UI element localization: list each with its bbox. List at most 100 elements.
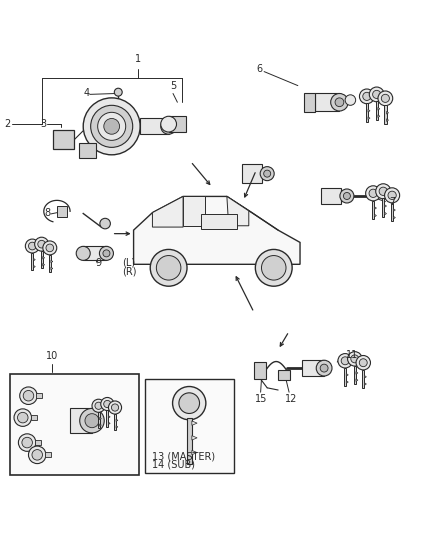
Polygon shape — [49, 255, 51, 272]
Circle shape — [340, 189, 354, 203]
Polygon shape — [315, 93, 339, 111]
Circle shape — [98, 112, 126, 140]
Text: 6: 6 — [256, 64, 262, 75]
Circle shape — [18, 434, 36, 451]
Polygon shape — [99, 424, 101, 426]
Polygon shape — [43, 263, 45, 266]
Circle shape — [156, 255, 181, 280]
Polygon shape — [201, 214, 237, 229]
Text: 10: 10 — [46, 351, 58, 361]
Circle shape — [150, 249, 187, 286]
Circle shape — [104, 118, 120, 134]
Text: 3: 3 — [41, 119, 47, 128]
Polygon shape — [393, 216, 396, 219]
Polygon shape — [31, 415, 37, 420]
Circle shape — [43, 241, 57, 255]
Polygon shape — [33, 259, 35, 261]
Circle shape — [341, 357, 349, 365]
Polygon shape — [346, 381, 348, 383]
Polygon shape — [108, 416, 110, 418]
Polygon shape — [51, 267, 53, 270]
Polygon shape — [364, 383, 366, 385]
Polygon shape — [378, 108, 380, 110]
Circle shape — [85, 414, 99, 427]
Polygon shape — [374, 214, 376, 217]
Polygon shape — [51, 260, 53, 263]
Circle shape — [373, 91, 381, 99]
Circle shape — [379, 187, 387, 196]
Circle shape — [369, 189, 377, 197]
Circle shape — [35, 237, 49, 251]
Circle shape — [320, 364, 328, 372]
Text: 14 (SUB): 14 (SUB) — [152, 459, 195, 470]
Circle shape — [28, 242, 36, 250]
Circle shape — [23, 391, 34, 401]
Circle shape — [343, 192, 350, 199]
Polygon shape — [108, 422, 110, 425]
Polygon shape — [83, 246, 106, 260]
Polygon shape — [372, 200, 374, 220]
Circle shape — [360, 89, 374, 104]
Polygon shape — [364, 375, 366, 378]
Circle shape — [345, 95, 356, 106]
Polygon shape — [386, 119, 389, 122]
Circle shape — [38, 240, 46, 248]
Circle shape — [28, 446, 46, 464]
Circle shape — [366, 186, 381, 201]
Circle shape — [348, 352, 362, 366]
Polygon shape — [375, 101, 378, 120]
Polygon shape — [140, 118, 169, 134]
Polygon shape — [35, 440, 41, 445]
Circle shape — [369, 87, 384, 102]
Circle shape — [103, 250, 110, 257]
Circle shape — [376, 184, 391, 199]
Circle shape — [80, 408, 104, 433]
Polygon shape — [98, 412, 99, 429]
Text: (R): (R) — [122, 266, 136, 277]
Text: 15: 15 — [255, 394, 268, 405]
Polygon shape — [192, 435, 197, 440]
Polygon shape — [393, 209, 396, 212]
Circle shape — [25, 239, 39, 253]
Text: 13 (MASTER): 13 (MASTER) — [152, 451, 215, 461]
Polygon shape — [187, 418, 192, 464]
Polygon shape — [356, 379, 358, 382]
Circle shape — [109, 401, 122, 414]
Circle shape — [91, 106, 133, 147]
Polygon shape — [114, 414, 116, 430]
Circle shape — [161, 118, 177, 134]
Bar — [57, 206, 67, 216]
Circle shape — [161, 116, 177, 132]
Polygon shape — [378, 115, 380, 117]
Circle shape — [255, 249, 292, 286]
Polygon shape — [36, 393, 42, 398]
Text: 11: 11 — [346, 350, 358, 360]
Circle shape — [99, 246, 113, 260]
Polygon shape — [353, 366, 356, 384]
Polygon shape — [116, 419, 118, 422]
Circle shape — [100, 219, 110, 229]
Circle shape — [338, 353, 352, 368]
Circle shape — [76, 246, 90, 260]
Text: 7: 7 — [389, 197, 395, 207]
Circle shape — [385, 188, 399, 203]
Circle shape — [356, 356, 371, 370]
Circle shape — [179, 393, 200, 414]
Polygon shape — [31, 253, 33, 270]
Polygon shape — [385, 212, 386, 215]
Polygon shape — [384, 106, 386, 124]
Polygon shape — [382, 198, 385, 217]
Circle shape — [111, 404, 119, 411]
Text: 4: 4 — [84, 87, 90, 98]
Polygon shape — [79, 142, 96, 158]
Circle shape — [335, 98, 344, 107]
Polygon shape — [169, 116, 186, 132]
Polygon shape — [356, 372, 358, 374]
Polygon shape — [183, 197, 205, 226]
Text: 9: 9 — [95, 258, 102, 268]
Polygon shape — [53, 130, 74, 149]
Polygon shape — [368, 117, 370, 119]
Text: 12: 12 — [285, 394, 297, 405]
Bar — [145, 379, 234, 473]
Text: 5: 5 — [170, 82, 176, 91]
